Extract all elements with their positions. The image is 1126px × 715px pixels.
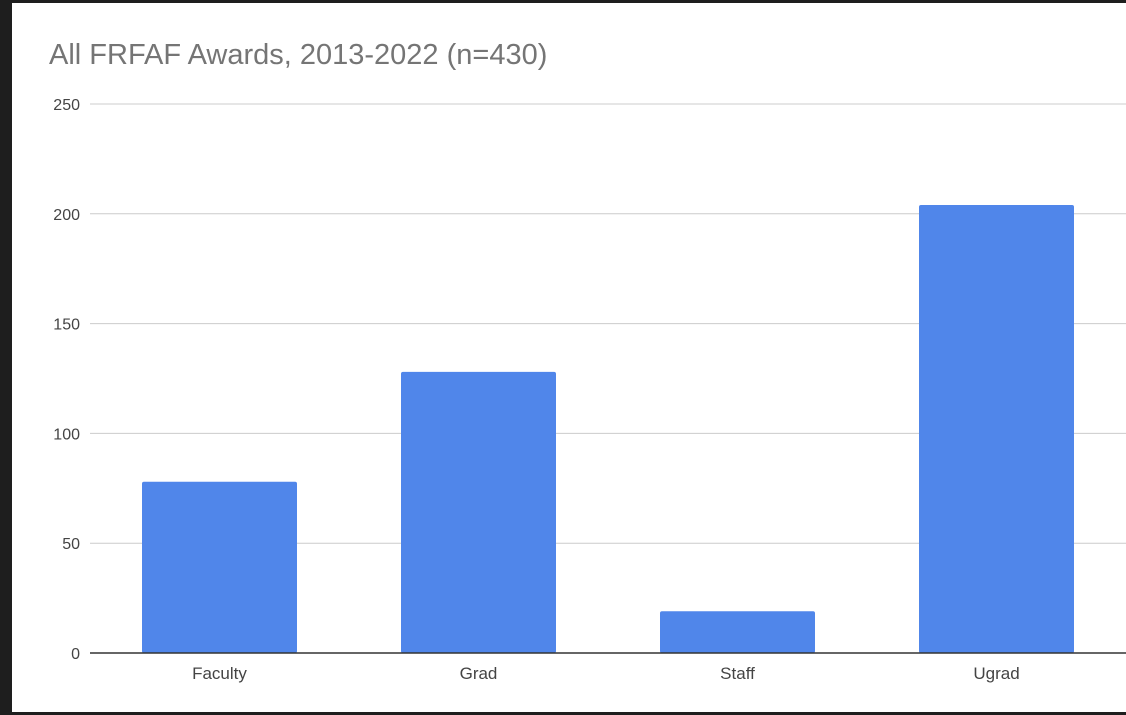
y-tick-label-150: 150	[53, 317, 80, 334]
x-tick-label-grad: Grad	[460, 664, 498, 683]
bar-chart: 0 50 100 150 200 250 Faculty Grad Staff Ugrad	[53, 97, 1126, 683]
y-tick-label-50: 50	[62, 536, 80, 553]
y-tick-label-100: 100	[53, 426, 80, 443]
x-tick-label-ugrad: Ugrad	[973, 664, 1019, 683]
y-tick-label-200: 200	[53, 207, 80, 224]
chart-canvas: All FRFAF Awards, 2013-2022 (n=430) 0 50 1…	[12, 0, 1126, 712]
x-axis-labels: Faculty Grad Staff Ugrad	[192, 664, 1020, 683]
x-tick-label-faculty: Faculty	[192, 664, 247, 683]
bar-staff	[660, 611, 815, 653]
bars	[142, 205, 1074, 654]
bar-grad	[401, 371, 556, 653]
y-axis-ticks: 0 50 100 150 200 250	[53, 97, 80, 663]
chart-title: All FRFAF Awards, 2013-2022 (n=430)	[49, 39, 548, 71]
y-tick-label-0: 0	[71, 646, 80, 663]
bar-ugrad	[919, 205, 1074, 654]
x-tick-label-staff: Staff	[720, 664, 755, 683]
bar-faculty	[142, 481, 297, 653]
y-tick-label-250: 250	[53, 97, 80, 114]
